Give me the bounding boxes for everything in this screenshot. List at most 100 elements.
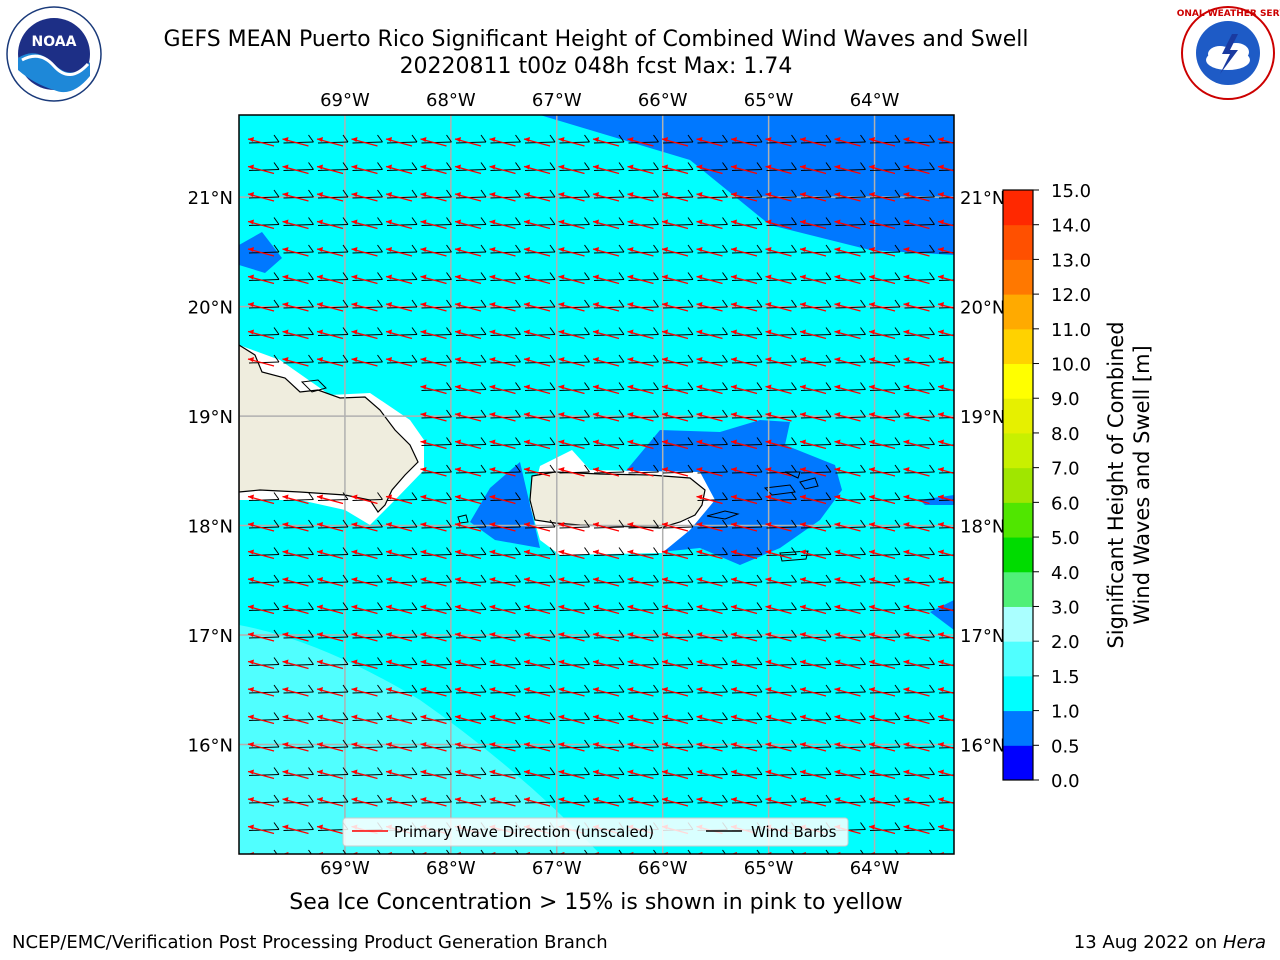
wave-direction-arrowhead <box>834 604 841 610</box>
wind-barb <box>662 609 694 611</box>
wind-barb <box>283 526 314 529</box>
colorbar-band <box>1003 224 1033 260</box>
wave-direction-arrowhead <box>248 687 254 692</box>
wind-barb <box>662 664 694 666</box>
wave-direction-arrowhead <box>317 329 323 335</box>
wave-direction-arrowhead <box>455 797 461 802</box>
wave-direction-arrowhead <box>317 494 323 500</box>
wind-barb-flag <box>308 492 314 500</box>
wind-barb-flag <box>618 134 625 143</box>
wind-barb-flag <box>791 794 797 803</box>
wind-barb-flag <box>929 657 935 665</box>
wave-direction-arrowhead <box>662 247 668 252</box>
wind-barb <box>317 141 349 144</box>
wave-direction-arrowhead <box>696 329 703 335</box>
land-st-croix <box>779 550 809 562</box>
wave-direction-arrowhead <box>938 192 944 197</box>
wind-barb <box>524 279 556 281</box>
wind-barb-flag <box>618 437 625 445</box>
wind-barb-flag <box>722 629 728 638</box>
wave-direction-arrowhead <box>765 687 772 692</box>
wind-barb <box>869 334 901 336</box>
wave-direction-arrowhead <box>834 412 841 417</box>
wind-barb <box>248 361 280 364</box>
wave-direction-arrowhead <box>765 742 772 747</box>
wave-direction-arrowhead <box>524 522 530 527</box>
wave-direction-arrowhead <box>903 164 910 170</box>
wind-barb <box>662 801 694 804</box>
wave-direction-arrowhead <box>765 632 772 637</box>
wave-direction-arrowhead <box>351 329 358 335</box>
wind-barb <box>835 416 866 419</box>
wind-barb-flag <box>273 299 280 308</box>
wind-barb <box>731 636 763 639</box>
wave-direction-arrowhead <box>351 632 358 637</box>
wave-direction-arrowhead <box>558 274 565 280</box>
wind-barb <box>869 829 901 831</box>
wave-direction-arrowhead <box>765 604 772 610</box>
wind-barb <box>938 141 954 144</box>
wind-barb-flag <box>687 794 694 803</box>
wind-barb <box>835 224 866 226</box>
wave-direction-arrowhead <box>282 329 289 335</box>
wind-barb <box>455 444 487 446</box>
wind-barb-flag <box>860 244 866 253</box>
wave-direction-arrowhead <box>524 687 530 692</box>
wave-direction-arrowhead <box>593 439 599 445</box>
wave-direction-arrowhead <box>524 742 530 747</box>
wind-barb-flag <box>549 217 556 225</box>
wave-direction-arrowhead <box>558 797 565 802</box>
wave-direction-arrowhead <box>386 192 392 197</box>
wind-barb <box>421 196 452 199</box>
wave-direction-arrowhead <box>489 329 496 335</box>
wave-direction-arrowhead <box>248 137 254 142</box>
wind-barb <box>593 471 625 474</box>
wind-barb <box>835 664 866 666</box>
wind-barb <box>869 581 901 584</box>
wind-barb <box>766 444 797 446</box>
wave-direction-arrowhead <box>317 219 323 225</box>
wind-barb-flag <box>584 464 590 473</box>
wind-barb <box>869 636 901 639</box>
wind-barb <box>628 801 659 804</box>
wave-direction-arrowhead <box>696 274 703 280</box>
wave-direction-arrowhead <box>765 192 772 197</box>
wind-barb <box>869 196 901 199</box>
wave-direction-arrowhead <box>558 384 565 390</box>
wave-direction-arrowhead <box>455 274 461 280</box>
wind-barb <box>524 224 556 226</box>
wind-barb-flag <box>653 574 659 583</box>
wind-barb-flag <box>446 629 452 638</box>
wind-barb <box>421 224 452 226</box>
wind-barb <box>524 609 556 611</box>
wave-direction-arrowhead <box>869 439 875 445</box>
lon-label-bottom: 66°W <box>638 858 688 879</box>
colorbar-band <box>1003 537 1033 573</box>
wave-direction-arrowhead <box>938 137 944 142</box>
wind-barb-flag <box>791 382 797 390</box>
wind-barb-flag <box>342 299 349 308</box>
wind-barb-flag <box>687 189 694 198</box>
wave-direction-arrowhead <box>834 687 841 692</box>
wave-direction-arrowhead <box>420 577 427 582</box>
wind-barb <box>766 196 797 199</box>
wind-barb-flag <box>791 547 797 555</box>
wind-barb <box>421 306 452 309</box>
wind-barb-flag <box>584 657 590 665</box>
wave-direction-arrowhead <box>248 577 254 582</box>
wave-direction-arrowhead <box>524 604 530 610</box>
lon-label-bottom: 64°W <box>850 858 900 879</box>
wind-barb <box>869 719 901 721</box>
wind-barb-flag <box>584 327 590 335</box>
wind-barb <box>248 526 280 529</box>
wave-direction-arrowhead <box>282 604 289 610</box>
colorbar-tick-label: 9.0 <box>1051 389 1080 410</box>
wave-direction-arrowhead <box>765 247 772 252</box>
wave-direction-arrow <box>903 853 907 854</box>
wind-barb <box>248 609 280 611</box>
wave-direction-arrowhead <box>317 274 323 280</box>
wind-barb <box>490 169 521 171</box>
wave-direction-arrowhead <box>317 137 323 142</box>
wave-direction-arrowhead <box>662 164 668 170</box>
wind-barb <box>248 279 280 281</box>
